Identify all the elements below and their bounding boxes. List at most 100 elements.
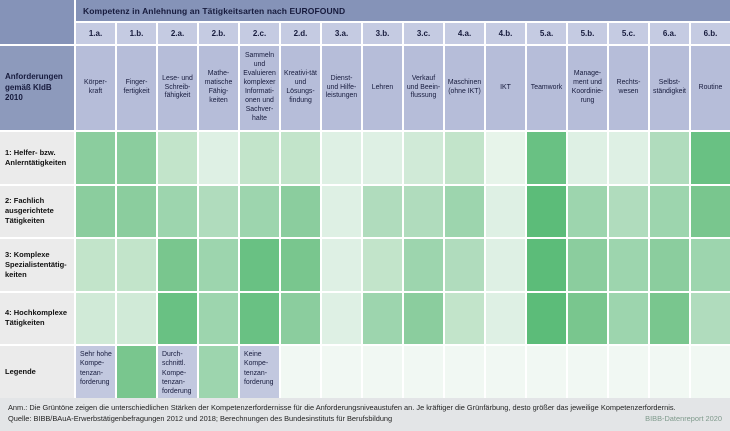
heat-cell bbox=[158, 185, 197, 237]
column-code-2a: 2.a. bbox=[158, 23, 197, 44]
legend-empty-cell bbox=[609, 346, 648, 398]
column-label-1b: Finger-fertigkeit bbox=[117, 46, 156, 130]
heat-cell bbox=[486, 185, 525, 237]
row-header-4: 4: Hochkomplexe Tätigkeiten bbox=[0, 292, 74, 344]
column-label-5c: Rechts-wesen bbox=[609, 46, 648, 130]
column-label-2d: Kreativi-tät und Lösungs-findung bbox=[281, 46, 320, 130]
column-label-3b: Lehren bbox=[363, 46, 402, 130]
chart-title: Kompetenz in Anlehnung an Tätigkeitsarte… bbox=[76, 0, 730, 21]
heat-cell bbox=[445, 132, 484, 184]
legend-label-2: Keine Kompe-tenzan-forderung bbox=[240, 346, 279, 398]
heat-cell bbox=[404, 292, 443, 344]
heat-cell bbox=[609, 292, 648, 344]
row-axis-label: Anforderungen gemäß KldB 2010 bbox=[0, 46, 74, 130]
column-label-2c: Sammeln und Evaluieren komplexer Informa… bbox=[240, 46, 279, 130]
heat-cell bbox=[568, 132, 607, 184]
heat-cell bbox=[199, 132, 238, 184]
heat-cell bbox=[445, 185, 484, 237]
heat-cell bbox=[527, 185, 566, 237]
heat-cell bbox=[486, 132, 525, 184]
heat-cell bbox=[117, 185, 156, 237]
column-label-4b: IKT bbox=[486, 46, 525, 130]
heat-cell bbox=[691, 239, 730, 291]
heat-cell bbox=[404, 185, 443, 237]
heat-cell bbox=[363, 239, 402, 291]
heat-cell bbox=[240, 292, 279, 344]
column-code-2d: 2.d. bbox=[281, 23, 320, 44]
heat-cell bbox=[404, 132, 443, 184]
column-label-4a: Maschinen (ohne IKT) bbox=[445, 46, 484, 130]
legend-label-1: Durch-schnittl. Kompe-tenzan-forderung bbox=[158, 346, 197, 398]
column-label-5b: Manage-ment und Koordinie-rung bbox=[568, 46, 607, 130]
heat-cell bbox=[650, 239, 689, 291]
heat-cell bbox=[486, 239, 525, 291]
legend-empty-cell bbox=[568, 346, 607, 398]
heat-cell bbox=[486, 292, 525, 344]
figure-footer: Anm.: Die Grüntöne zeigen die unterschie… bbox=[0, 398, 730, 431]
column-label-2a: Lese- und Schreib-fähigkeit bbox=[158, 46, 197, 130]
footnote: Anm.: Die Grüntöne zeigen die unterschie… bbox=[8, 403, 676, 412]
column-code-4b: 4.b. bbox=[486, 23, 525, 44]
heat-cell bbox=[363, 292, 402, 344]
heat-cell bbox=[199, 239, 238, 291]
legend-swatch-0 bbox=[117, 346, 156, 398]
heat-cell bbox=[322, 239, 361, 291]
legend-empty-cell bbox=[650, 346, 689, 398]
row-header-3: 3: Komplexe Spezialistentätig-keiten bbox=[0, 239, 74, 291]
heat-cell bbox=[117, 132, 156, 184]
column-code-2b: 2.b. bbox=[199, 23, 238, 44]
column-code-5c: 5.c. bbox=[609, 23, 648, 44]
column-code-1a: 1.a. bbox=[76, 23, 115, 44]
heat-cell bbox=[76, 185, 115, 237]
heat-cell bbox=[199, 185, 238, 237]
heat-cell bbox=[445, 292, 484, 344]
legend-swatch-2 bbox=[281, 346, 320, 398]
column-label-3c: Verkauf und Beein-flussung bbox=[404, 46, 443, 130]
heat-cell bbox=[158, 239, 197, 291]
heat-cell bbox=[322, 185, 361, 237]
heat-cell bbox=[281, 132, 320, 184]
heat-cell bbox=[568, 239, 607, 291]
heat-cell bbox=[199, 292, 238, 344]
legend-empty-cell bbox=[363, 346, 402, 398]
column-code-3c: 3.c. bbox=[404, 23, 443, 44]
heat-cell bbox=[691, 132, 730, 184]
heat-cell bbox=[158, 292, 197, 344]
heat-cell bbox=[691, 185, 730, 237]
column-label-1a: Körper-kraft bbox=[76, 46, 115, 130]
legend-empty-cell bbox=[486, 346, 525, 398]
legend-label-0: Sehr hohe Kompe-tenzan-forderung bbox=[76, 346, 115, 398]
column-code-3b: 3.b. bbox=[363, 23, 402, 44]
legend-empty-cell bbox=[445, 346, 484, 398]
table-corner-block bbox=[0, 0, 74, 44]
heat-cell bbox=[568, 292, 607, 344]
column-label-3a: Dienst- und Hilfe-leistungen bbox=[322, 46, 361, 130]
column-code-3a: 3.a. bbox=[322, 23, 361, 44]
heat-cell bbox=[76, 239, 115, 291]
heat-cell bbox=[650, 132, 689, 184]
column-label-6a: Selbst-ständigkeit bbox=[650, 46, 689, 130]
competence-matrix: Kompetenz in Anlehnung an Tätigkeitsarte… bbox=[0, 0, 730, 398]
heat-cell bbox=[117, 239, 156, 291]
heat-cell bbox=[281, 292, 320, 344]
heat-cell bbox=[76, 292, 115, 344]
heat-cell bbox=[158, 132, 197, 184]
legend-empty-cell bbox=[322, 346, 361, 398]
heat-cell bbox=[527, 132, 566, 184]
heat-cell bbox=[281, 185, 320, 237]
heat-cell bbox=[240, 185, 279, 237]
report-credit: BIBB-Datenreport 2020 bbox=[645, 414, 722, 424]
heat-cell bbox=[609, 185, 648, 237]
heat-cell bbox=[363, 132, 402, 184]
column-code-6b: 6.b. bbox=[691, 23, 730, 44]
source-note: Quelle: BIBB/BAuA-Erwerbstätigenbefragun… bbox=[8, 414, 393, 424]
heat-cell bbox=[650, 185, 689, 237]
heat-cell bbox=[404, 239, 443, 291]
legend-row-header: Legende bbox=[0, 346, 74, 398]
column-code-6a: 6.a. bbox=[650, 23, 689, 44]
column-label-5a: Teamwork bbox=[527, 46, 566, 130]
legend-swatch-1 bbox=[199, 346, 238, 398]
column-code-5a: 5.a. bbox=[527, 23, 566, 44]
heat-cell bbox=[76, 132, 115, 184]
heat-cell bbox=[691, 292, 730, 344]
